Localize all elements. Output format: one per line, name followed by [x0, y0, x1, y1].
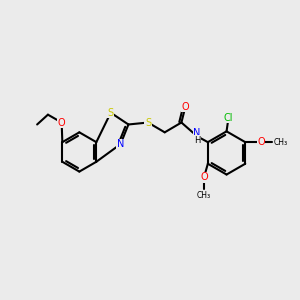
Text: H: H: [194, 136, 200, 145]
Text: CH₃: CH₃: [197, 191, 211, 200]
Text: O: O: [257, 137, 265, 147]
Text: CH₃: CH₃: [274, 138, 288, 147]
Text: O: O: [182, 102, 189, 112]
Text: Cl: Cl: [224, 112, 233, 123]
Text: O: O: [200, 172, 208, 182]
Text: N: N: [117, 139, 124, 149]
Text: S: S: [108, 108, 114, 118]
Text: O: O: [58, 118, 65, 128]
Text: O: O: [257, 137, 265, 147]
Text: S: S: [145, 118, 151, 128]
Text: S: S: [145, 118, 151, 128]
Text: O: O: [200, 172, 208, 182]
Text: O: O: [182, 102, 189, 112]
Text: S: S: [108, 108, 114, 118]
Text: N: N: [117, 139, 124, 149]
Text: O: O: [58, 118, 65, 128]
Text: N: N: [194, 128, 201, 138]
